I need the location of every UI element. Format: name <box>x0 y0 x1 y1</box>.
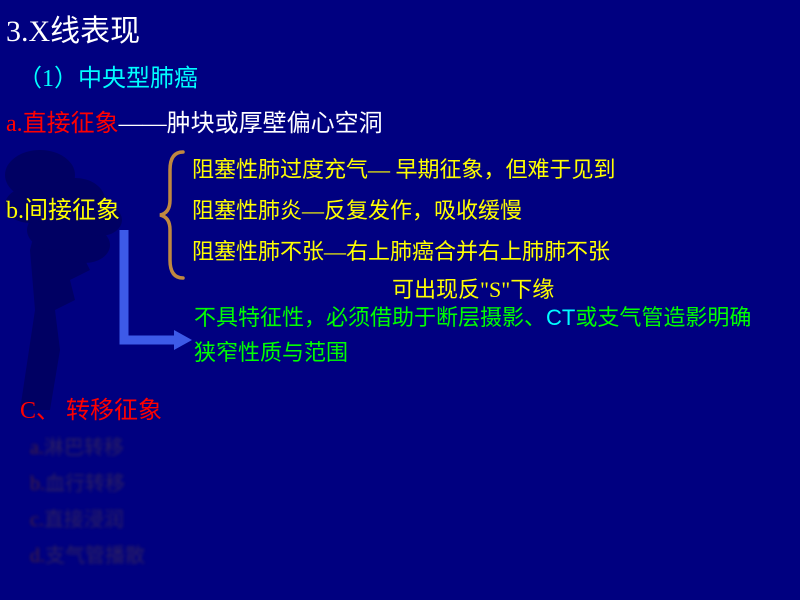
conclusion-text: 不具特征性，必须借助于断层摄影、CT或支气管造影明确狭窄性质与范围 <box>194 300 754 370</box>
point-a-prefix: a.直接征象 <box>6 111 119 137</box>
point-b-items: 阻塞性肺过度充气— 早期征象，但难于见到 阻塞性肺炎—反复发作，吸收缓慢 阻塞性… <box>192 152 616 307</box>
conclusion-ct: CT <box>546 305 575 330</box>
right-angle-arrow-icon <box>114 230 194 360</box>
sub-item-3: c.直接浸润 <box>30 502 145 538</box>
sub-item-4: d.支气管播散 <box>30 538 145 574</box>
b-item-1: 阻塞性肺过度充气— 早期征象，但难于见到 <box>192 152 616 187</box>
conclusion-part1: 不具特征性，必须借助于断层摄影、 <box>194 305 546 330</box>
b-item-3: 阻塞性肺不张—右上肺癌合并右上肺肺不张 <box>192 234 616 269</box>
sub-list-blurred: a.淋巴转移 b.血行转移 c.直接浸润 d.支气管播散 <box>30 430 145 574</box>
point-a-content: ——肿块或厚壁偏心空洞 <box>119 111 383 137</box>
point-a-line: a.直接征象——肿块或厚壁偏心空洞 <box>6 103 796 138</box>
point-b-label: b.间接征象 <box>6 190 120 225</box>
point-c-label: C、 转移征象 <box>20 390 162 425</box>
b-item-2: 阻塞性肺炎—反复发作，吸收缓慢 <box>192 193 616 228</box>
sub-item-2: b.血行转移 <box>30 466 145 502</box>
sub-item-1: a.淋巴转移 <box>30 430 145 466</box>
slide-title: 3.X线表现 <box>6 6 796 50</box>
slide-subtitle: （1）中央型肺癌 <box>18 58 796 93</box>
slide-content: 3.X线表现 （1）中央型肺癌 a.直接征象——肿块或厚壁偏心空洞 b.间接征象… <box>0 0 800 600</box>
